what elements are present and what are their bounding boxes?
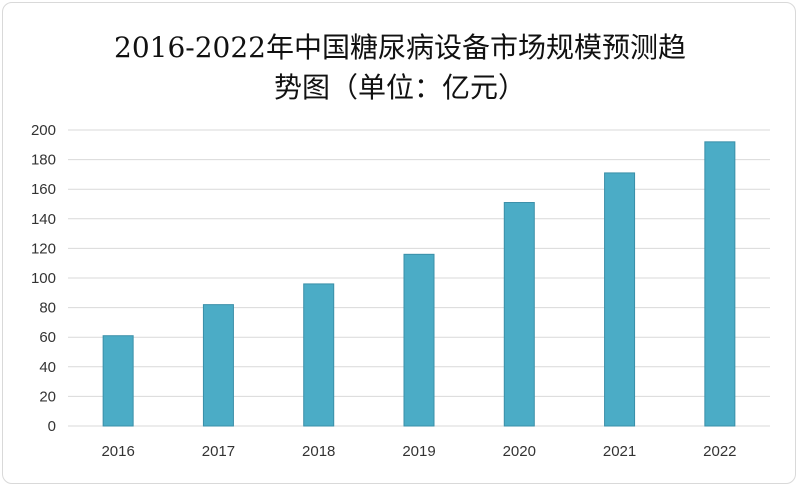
bar-2016 [102,335,134,427]
y-tick-label: 140 [31,211,56,228]
chart-title-line-2: 势图（单位：亿元） [273,71,526,104]
bar-2021 [604,172,636,427]
x-tick-label: 2021 [603,443,636,460]
bar-2018 [303,283,335,427]
chart-title-line-1: 2016-2022年中国糖尿病设备市场规模预测趋 [114,31,686,64]
x-axis-ticks: 2016 2017 2018 2019 2020 2021 2022 [101,443,736,460]
x-tick-label: 2020 [503,443,536,460]
x-tick-label: 2017 [202,443,235,460]
y-tick-label: 120 [31,240,56,257]
y-axis-ticks: 0 20 40 60 80 100 120 140 160 180 200 [31,122,56,435]
y-tick-label: 80 [39,300,56,317]
x-tick-label: 2016 [101,443,134,460]
y-tick-label: 0 [48,418,56,435]
y-tick-label: 160 [31,181,56,198]
bars [102,141,736,427]
bar-2020 [503,202,535,427]
y-tick-label: 100 [31,270,56,287]
y-tick-label: 40 [39,359,56,376]
x-tick-label: 2018 [302,443,335,460]
x-tick-label: 2019 [402,443,435,460]
bar-2022 [704,141,736,427]
chart-title: 2016-2022年中国糖尿病设备市场规模预测趋 势图（单位：亿元） [60,28,740,108]
bar-2017 [202,304,234,427]
y-tick-label: 60 [39,329,56,346]
x-tick-label: 2022 [703,443,736,460]
y-tick-label: 200 [31,122,56,139]
y-tick-label: 20 [39,388,56,405]
bar-2019 [403,253,435,427]
y-tick-label: 180 [31,152,56,169]
